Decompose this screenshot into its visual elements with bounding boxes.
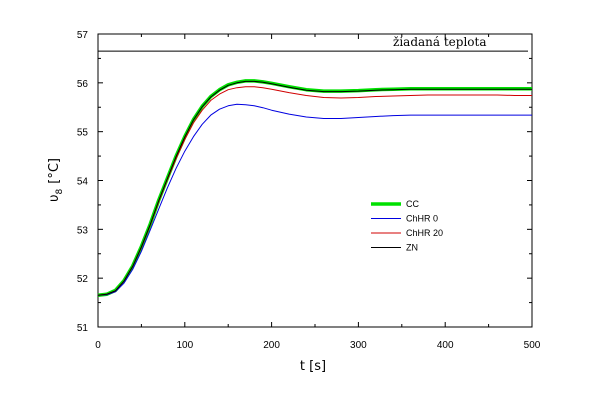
series-line-cc xyxy=(97,79,532,298)
svg-text:υ8[°C]: υ8 [°C] xyxy=(47,158,65,202)
plot-frame xyxy=(97,33,533,328)
x-tick-label: 100 xyxy=(176,340,193,351)
y-tick-label: 51 xyxy=(77,323,89,334)
y-tick-label: 56 xyxy=(77,79,89,90)
y-tick-label: 55 xyxy=(77,128,89,139)
y-tick-label: 57 xyxy=(77,30,89,41)
y-tick-label: 52 xyxy=(77,274,89,285)
legend: CC ChHR 0 ChHR 20 ZN xyxy=(371,199,443,253)
plot-axes xyxy=(97,33,533,328)
legend-label-zn: ZN xyxy=(406,243,418,253)
y-axis-ticks: 51 52 53 54 55 56 57 xyxy=(77,30,532,334)
x-axis-label: t [s] xyxy=(300,359,326,374)
legend-label-chhr-20: ChHR 20 xyxy=(406,228,443,238)
legend-label-cc: CC xyxy=(406,199,419,209)
x-tick-label: 0 xyxy=(95,340,101,351)
series-line-chhr-0 xyxy=(97,103,532,296)
series-lines xyxy=(97,79,532,298)
x-axis-ticks: 0 100 200 300 400 500 xyxy=(95,34,541,351)
x-tick-label: 500 xyxy=(524,340,541,351)
y-axis-unit: [°C] xyxy=(47,158,62,184)
legend-label-chhr-0: ChHR 0 xyxy=(406,214,438,224)
y-axis-subscript: 8 xyxy=(55,188,65,194)
x-tick-label: 300 xyxy=(350,340,367,351)
y-axis-symbol: υ xyxy=(47,194,62,202)
x-tick-label: 400 xyxy=(437,340,454,351)
y-axis-label: υ8 [°C] xyxy=(47,158,65,202)
y-tick-label: 53 xyxy=(77,225,89,236)
setpoint-annotation: žiadaná teplota xyxy=(393,35,487,49)
y-tick-label: 54 xyxy=(77,177,89,188)
series-line-zn xyxy=(97,80,532,296)
x-tick-label: 200 xyxy=(263,340,280,351)
